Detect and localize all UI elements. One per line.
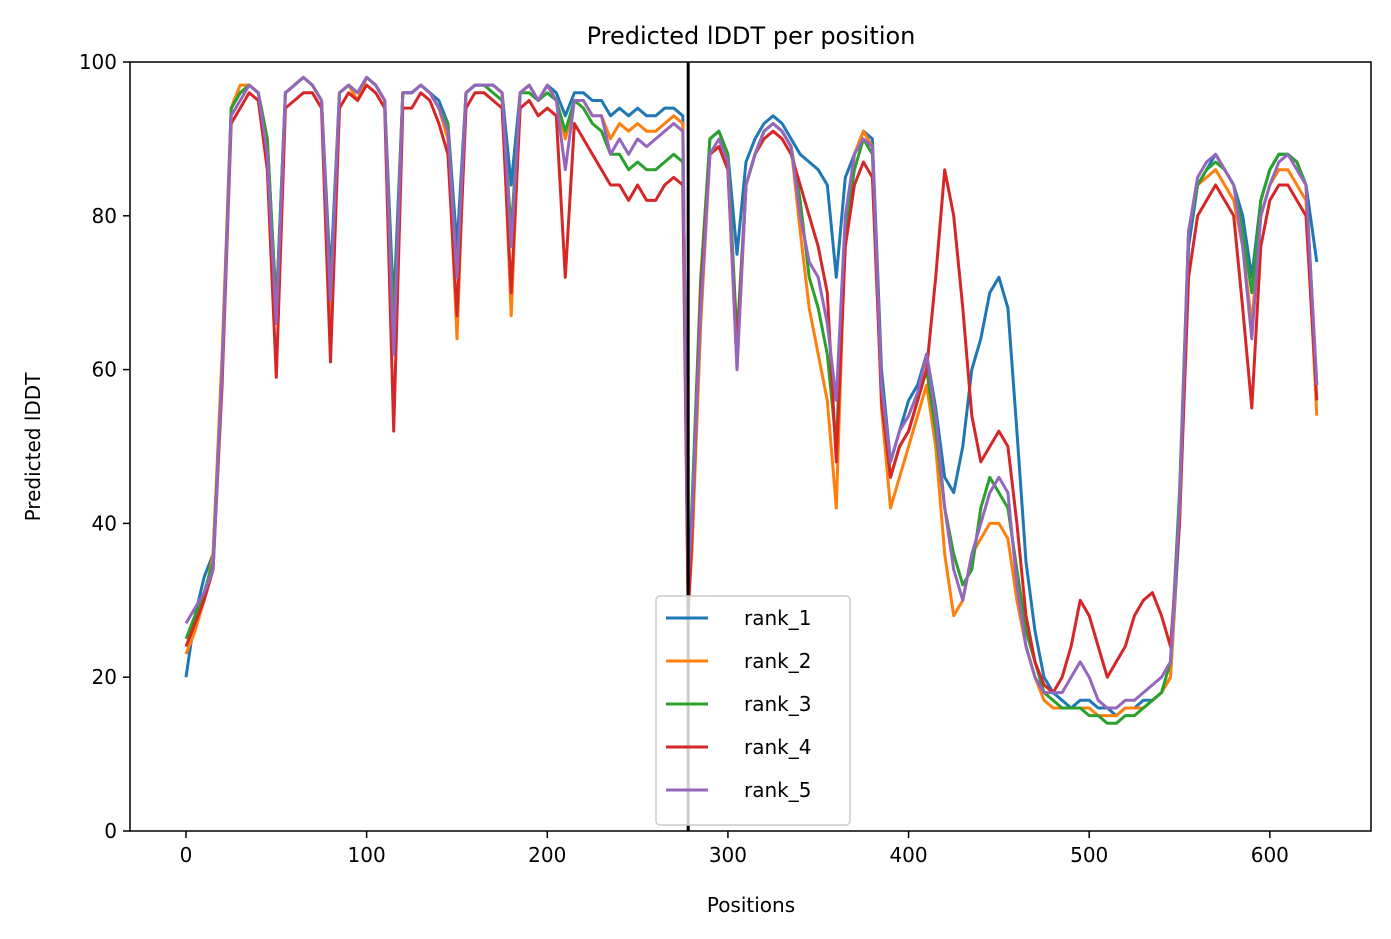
legend-label: rank_1 [744, 606, 811, 630]
legend-label: rank_2 [744, 649, 811, 673]
x-tick-label: 300 [709, 843, 747, 867]
plot-area [129, 61, 1372, 832]
y-tick-label: 40 [92, 511, 117, 535]
x-tick-label: 0 [180, 843, 193, 867]
y-tick-label: 80 [92, 204, 117, 228]
legend-box [655, 595, 851, 826]
x-axis-title: Positions [707, 893, 795, 917]
x-tick-label: 600 [1251, 843, 1289, 867]
x-axis: 0 100 200 300 400 500 600 [180, 831, 1289, 867]
y-tick-label: 0 [104, 819, 117, 843]
y-axis-title: Predicted lDDT [21, 372, 45, 522]
x-tick-label: 400 [889, 843, 927, 867]
chart-title: Predicted lDDT per position [587, 22, 916, 50]
legend-label: rank_4 [744, 735, 811, 759]
x-tick-label: 200 [528, 843, 566, 867]
y-axis: 0 20 40 60 80 100 [79, 50, 130, 843]
series-group [184, 75, 1319, 725]
series-line-rank_5 [184, 75, 1319, 710]
y-tick-label: 60 [92, 358, 117, 382]
plot-frame [129, 61, 1372, 832]
y-tick-label: 20 [92, 665, 117, 689]
y-tick-label: 100 [79, 50, 117, 74]
legend: rank_1 rank_2 rank_3 rank_4 rank_5 [655, 595, 851, 826]
legend-label: rank_5 [744, 778, 811, 802]
legend-label: rank_3 [744, 692, 811, 716]
x-tick-label: 500 [1070, 843, 1108, 867]
x-tick-label: 100 [348, 843, 386, 867]
